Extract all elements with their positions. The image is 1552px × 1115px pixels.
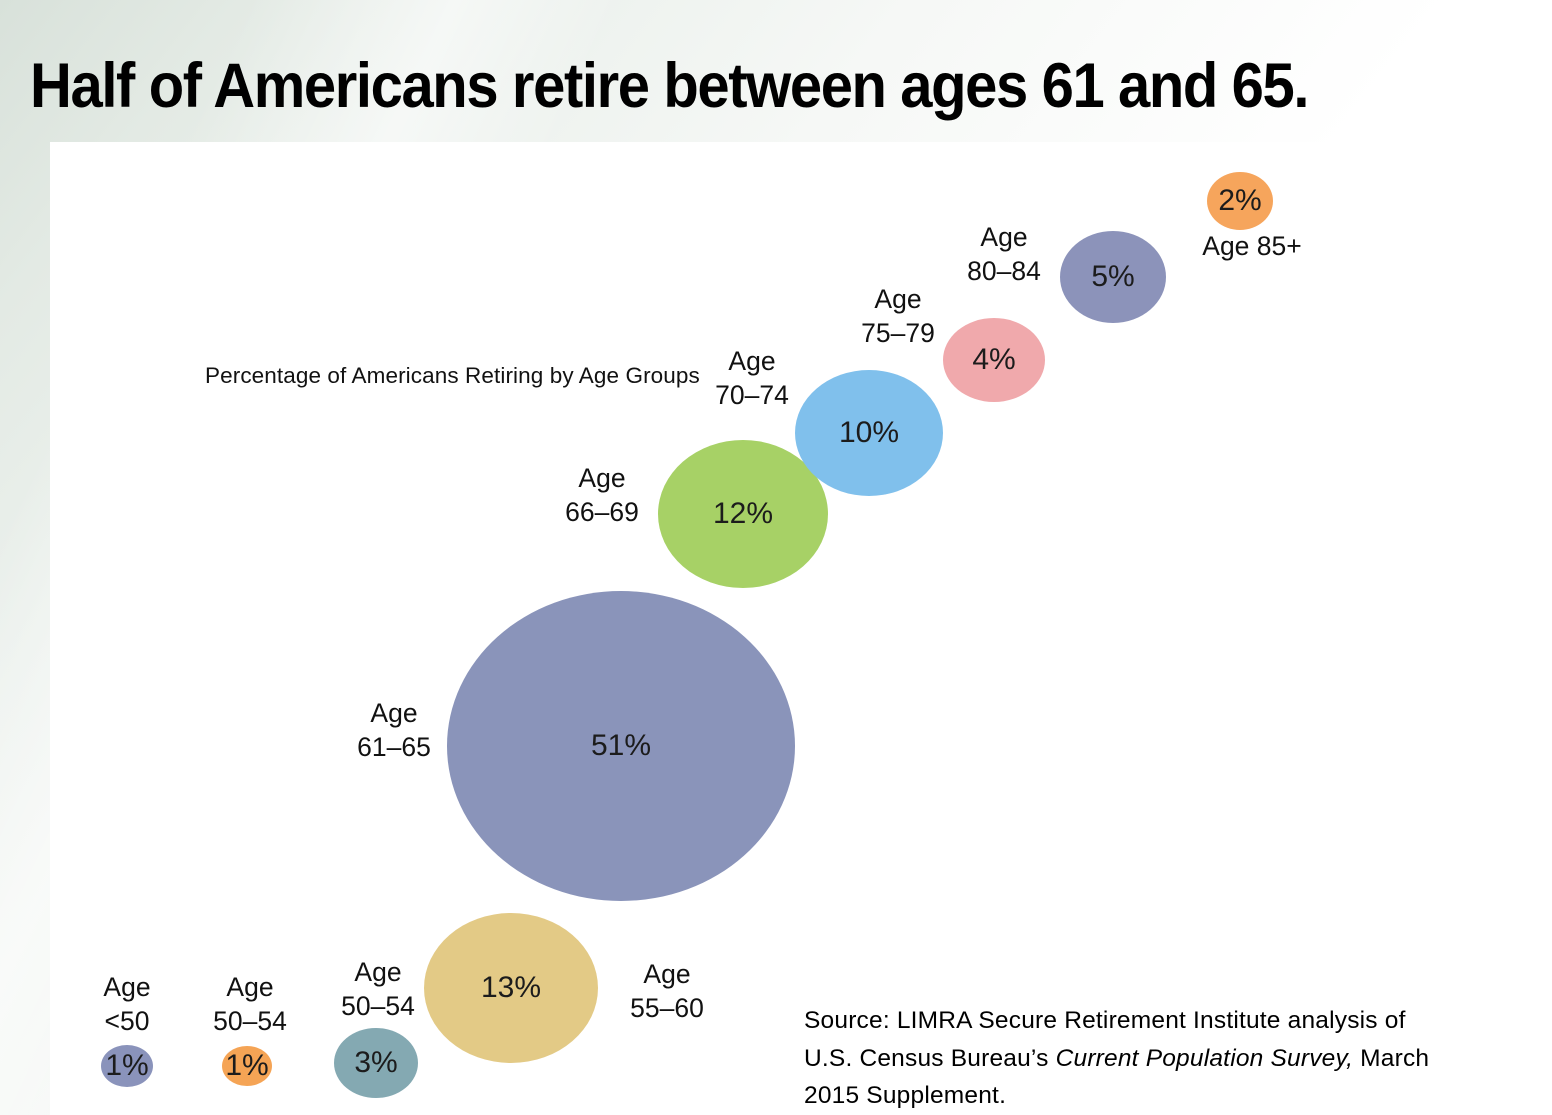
- source-text-prefix: Source: LIMRA Secure Retirement Institut…: [804, 1007, 1406, 1072]
- chart-title: Percentage of Americans Retiring by Age …: [205, 363, 700, 388]
- bubble-age-75-79: 4%: [943, 318, 1045, 402]
- bubble-age-label-85-plus: Age 85+: [1202, 230, 1301, 264]
- bubble-age-label-line: 70–74: [715, 380, 789, 410]
- bubble-age-label-under-50: Age <50: [103, 971, 150, 1039]
- bubble-age-label-line: Age: [354, 957, 402, 988]
- bubble-age-label-50-54-a: Age 50–54: [213, 971, 287, 1039]
- bubble-value-label: 10%: [838, 416, 900, 449]
- source-text-italic: Current Population Survey,: [1055, 1044, 1354, 1072]
- bubble-age-label-line: Age: [226, 972, 274, 1003]
- bubble-age-61-65: 51%: [447, 591, 795, 901]
- bubble-value-label: 1%: [225, 1049, 269, 1082]
- bubble-value-label: 5%: [1091, 260, 1135, 293]
- bubble-age-label-line: 61–65: [357, 732, 431, 762]
- bubble-age-under-50: 1%: [101, 1045, 153, 1087]
- chart-panel: Percentage of Americans Retiring by Age …: [50, 142, 1552, 1115]
- bubble-age-50-54-a: 1%: [222, 1046, 272, 1086]
- bubble-value-label: 13%: [480, 971, 542, 1004]
- bubble-age-80-84: 5%: [1060, 231, 1166, 323]
- bubble-age-label-line: Age: [643, 959, 691, 990]
- bubble-value-label: 12%: [712, 497, 774, 530]
- bubble-age-label-61-65: Age 61–65: [357, 697, 431, 765]
- bubble-age-70-74: 10%: [795, 370, 943, 496]
- page-title: Half of Americans retire between ages 61…: [30, 51, 1309, 122]
- bubble-age-label-line: 55–60: [630, 993, 704, 1023]
- bubble-age-label-line: Age: [874, 284, 922, 315]
- bubble-value-label: 1%: [105, 1049, 149, 1082]
- bubble-age-label-line: 66–69: [565, 497, 639, 527]
- source-text-suffix: March 2015 Supplement.: [804, 1044, 1430, 1110]
- bubble-age-label-line: 50–54: [341, 991, 415, 1021]
- bubble-age-label-line: Age: [980, 222, 1028, 253]
- bubble-age-55-60: 13%: [424, 913, 598, 1063]
- bubble-age-label-line: Age 85+: [1202, 231, 1302, 262]
- bubble-value-label: 3%: [354, 1046, 398, 1079]
- bubble-age-50-54-b: 3%: [334, 1028, 418, 1098]
- bubble-age-label-line: <50: [104, 1006, 150, 1036]
- bubble-age-label-66-69: Age 66–69: [565, 462, 639, 530]
- bubble-age-label-line: Age: [103, 972, 151, 1003]
- bubble-age-label-70-74: Age 70–74: [715, 345, 789, 413]
- bubble-age-label-line: 80–84: [967, 256, 1041, 286]
- bubble-age-label-50-54-b: Age 50–54: [341, 956, 415, 1024]
- bubble-age-label-75-79: Age 75–79: [861, 283, 935, 351]
- bubble-age-66-69: 12%: [658, 440, 828, 588]
- bubble-age-85-plus: 2%: [1207, 172, 1273, 230]
- bubble-value-label: 51%: [590, 729, 652, 762]
- bubble-age-label-55-60: Age 55–60: [630, 958, 704, 1026]
- bubble-value-label: 4%: [972, 343, 1016, 376]
- bubble-age-label-line: Age: [728, 346, 776, 377]
- source-note: Source: LIMRA Secure Retirement Institut…: [804, 1002, 1459, 1115]
- bubble-age-label-line: Age: [370, 698, 418, 729]
- bubble-age-label-line: Age: [578, 463, 626, 494]
- bubble-value-label: 2%: [1218, 184, 1262, 217]
- bubble-age-label-line: 50–54: [213, 1006, 287, 1036]
- bubble-age-label-line: 75–79: [861, 318, 935, 348]
- bubble-age-label-80-84: Age 80–84: [967, 221, 1041, 289]
